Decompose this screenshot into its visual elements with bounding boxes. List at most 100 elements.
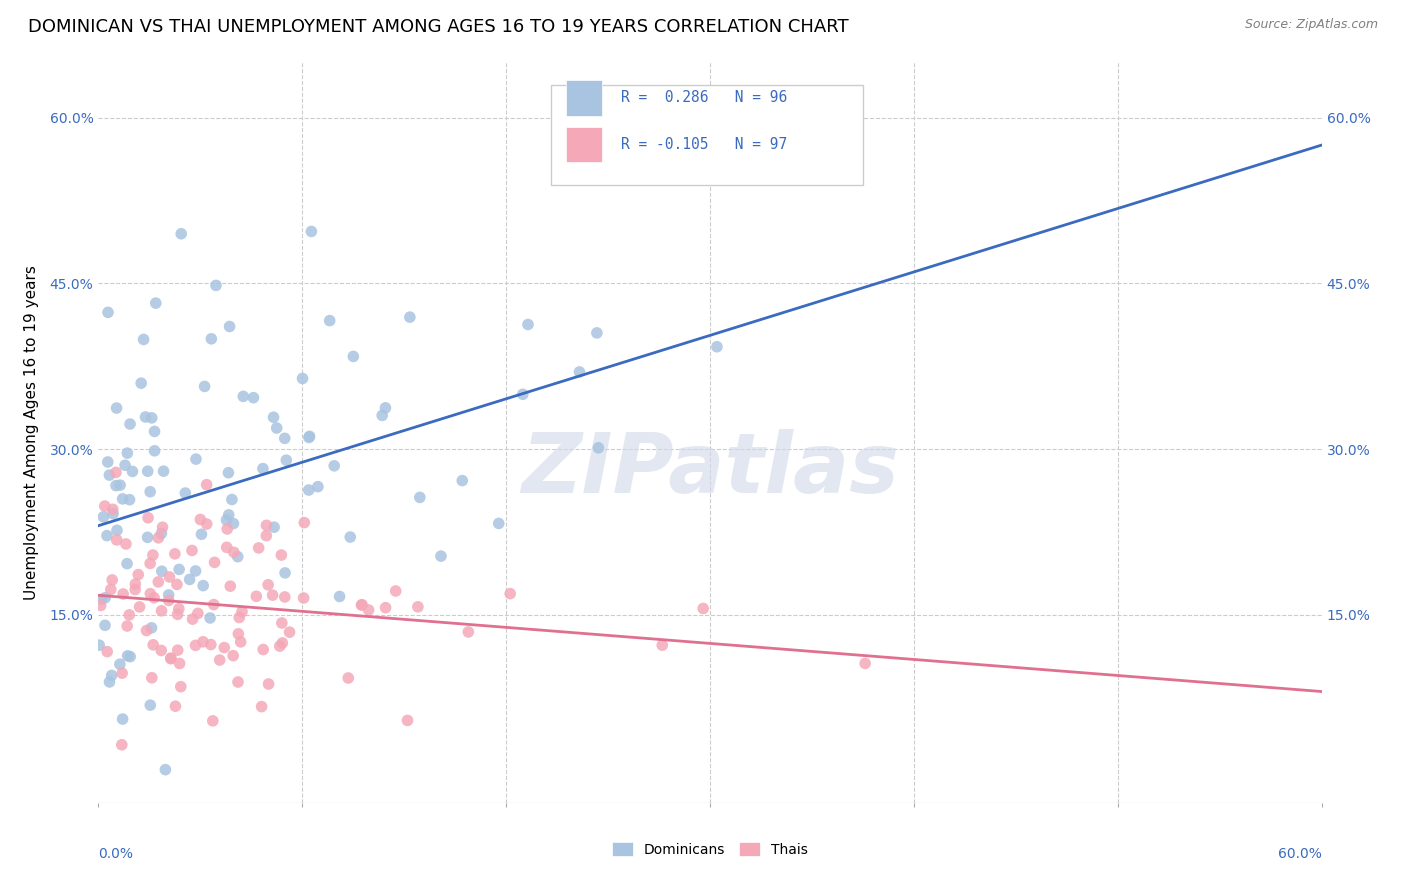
Point: [152, 520, 174, 534]
Point: [150, 643, 173, 657]
Point: [586, 326, 609, 340]
Point: [121, 465, 143, 479]
Point: [200, 638, 222, 652]
Point: [200, 332, 222, 346]
Point: [169, 657, 191, 671]
Point: [263, 520, 285, 534]
Point: [127, 567, 149, 582]
Text: R =  0.286   N = 96: R = 0.286 N = 96: [620, 90, 787, 105]
Point: [139, 484, 162, 499]
Point: [231, 605, 253, 619]
Point: [374, 600, 396, 615]
Point: [217, 466, 239, 480]
Point: [90, 599, 112, 613]
Point: [270, 548, 292, 562]
Point: [188, 512, 211, 526]
Point: [170, 227, 193, 241]
Point: [318, 313, 340, 327]
Point: [143, 443, 166, 458]
Point: [165, 699, 187, 714]
Point: [217, 522, 239, 536]
Point: [218, 508, 240, 522]
Point: [257, 677, 280, 691]
Point: [108, 478, 131, 492]
Point: [167, 601, 190, 615]
Y-axis label: Unemployment Among Ages 16 to 19 years: Unemployment Among Ages 16 to 19 years: [24, 265, 38, 600]
Point: [118, 607, 141, 622]
Point: [120, 649, 142, 664]
Point: [108, 657, 131, 672]
Point: [115, 557, 138, 571]
Point: [588, 441, 610, 455]
Point: [274, 431, 297, 445]
Point: [148, 531, 170, 545]
Point: [451, 474, 474, 488]
Text: DOMINICAN VS THAI UNEMPLOYMENT AMONG AGES 16 TO 19 YEARS CORRELATION CHART: DOMINICAN VS THAI UNEMPLOYMENT AMONG AGE…: [28, 18, 849, 36]
Point: [191, 635, 214, 649]
Point: [291, 371, 314, 385]
Point: [276, 453, 298, 467]
Point: [396, 714, 419, 728]
Point: [160, 651, 183, 665]
Point: [112, 587, 135, 601]
Point: [143, 591, 166, 605]
Point: [329, 590, 352, 604]
Point: [166, 607, 188, 622]
Point: [134, 409, 156, 424]
Point: [298, 483, 321, 497]
Point: [274, 590, 297, 604]
Text: 0.0%: 0.0%: [98, 847, 134, 861]
Point: [97, 455, 120, 469]
Point: [136, 530, 159, 544]
Point: [228, 610, 250, 624]
Point: [181, 543, 204, 558]
Point: [166, 577, 188, 591]
Point: [853, 657, 876, 671]
Point: [337, 671, 360, 685]
Point: [100, 582, 122, 597]
Point: [457, 624, 479, 639]
Point: [198, 611, 221, 625]
Point: [128, 599, 150, 614]
Point: [292, 516, 315, 530]
Point: [430, 549, 453, 563]
Point: [398, 310, 420, 325]
Point: [150, 604, 173, 618]
Point: [299, 224, 322, 238]
Point: [232, 389, 254, 403]
FancyBboxPatch shape: [551, 85, 863, 185]
Point: [242, 391, 264, 405]
Point: [98, 468, 121, 483]
Point: [226, 549, 249, 564]
Point: [339, 530, 361, 544]
Point: [274, 566, 297, 580]
Point: [692, 601, 714, 615]
Point: [228, 627, 250, 641]
Point: [105, 533, 128, 547]
Point: [105, 401, 128, 415]
Point: [212, 640, 235, 655]
Point: [245, 589, 267, 603]
Point: [194, 379, 217, 393]
Point: [406, 599, 429, 614]
Point: [512, 387, 534, 401]
Point: [104, 466, 127, 480]
Bar: [565, 80, 602, 116]
Point: [219, 579, 242, 593]
Point: [195, 477, 218, 491]
Point: [247, 541, 270, 555]
Point: [374, 401, 396, 415]
Point: [136, 464, 159, 478]
Point: [150, 564, 173, 578]
Point: [117, 648, 139, 663]
Point: [111, 712, 134, 726]
Point: [218, 319, 240, 334]
Point: [307, 480, 329, 494]
Point: [271, 636, 294, 650]
Point: [384, 584, 406, 599]
Point: [114, 458, 136, 473]
Point: [96, 645, 118, 659]
Bar: [565, 127, 602, 162]
Point: [148, 574, 170, 589]
Point: [101, 502, 124, 516]
